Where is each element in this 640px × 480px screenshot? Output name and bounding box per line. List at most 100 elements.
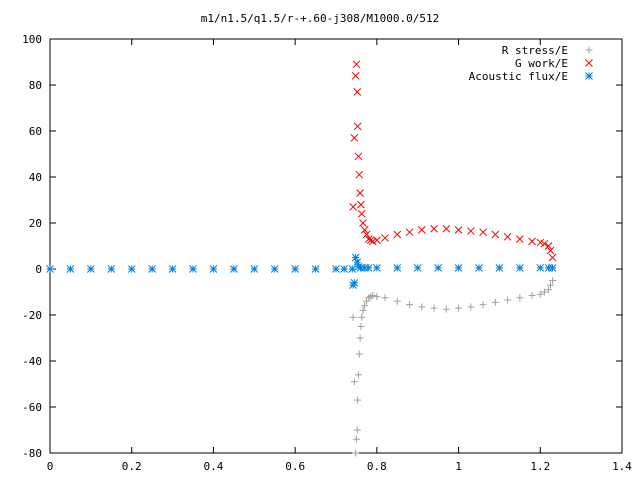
axes: 0 0.2 0.4 0.6 0.8 1 1.2 1.4 100 80 60 40 20 0 -20 -40 -6… [22,33,632,473]
data-point [359,306,367,314]
data-point [442,305,450,313]
data-point [369,291,377,299]
data-point [549,277,557,284]
data-point [516,263,524,272]
marker-stroke [353,88,362,96]
data-point [373,293,381,301]
data-point [479,228,487,237]
marker-stroke [373,236,381,245]
data-point [351,71,360,80]
chart-title: m1/n1.5/q1.5/r-+.60-j308/M1000.0/512 [201,12,439,25]
marker-stroke [364,263,373,272]
marker-stroke [536,263,545,272]
marker-stroke [270,265,279,273]
data-point [546,246,555,255]
data-point [148,265,156,273]
marker-stroke [348,265,357,273]
data-point [357,209,366,218]
y-tick-label: 60 [29,125,42,138]
y-tick-label: 80 [29,79,42,92]
x-tick-label: 1 [455,460,462,473]
data-point [413,263,422,272]
data-point [366,236,375,245]
marker-stroke [479,228,487,237]
marker-stroke [413,263,422,272]
legend-label: Acoustic flux/E [469,70,568,83]
data-point [349,203,358,211]
marker-stroke [546,246,555,255]
data-point [209,265,218,273]
data-point [491,298,499,306]
data-point [340,265,349,273]
marker-stroke [405,228,414,237]
x-tick-label: 1.2 [530,460,550,473]
marker-stroke [353,122,362,131]
marker-stroke [351,253,360,262]
data-point [405,228,414,237]
data-point [357,323,365,330]
marker-stroke [127,265,136,273]
legend-marker [585,72,593,80]
data-point [381,294,389,302]
marker-stroke [250,265,259,273]
data-point [528,291,536,299]
data-point [536,290,544,298]
data-point [311,265,320,273]
data-point [491,230,500,239]
data-point [351,253,360,262]
data-point [350,378,358,386]
data-point [516,294,524,302]
series-group [46,60,557,457]
marker-stroke [356,189,364,197]
marker-stroke [393,263,402,272]
data-point [350,134,359,142]
y-tick-label: 100 [22,33,42,46]
plot-frame [49,38,623,454]
data-point [350,278,359,287]
marker-stroke [466,227,475,235]
marker-stroke [442,224,451,233]
data-point [503,232,512,241]
data-point [107,265,116,273]
y-tick-label: 20 [29,217,42,230]
data-point [544,242,553,250]
data-point [360,226,369,234]
data-point [540,288,548,296]
marker-stroke [434,263,442,272]
data-point [467,303,475,311]
data-point [495,263,504,272]
data-point [504,296,512,304]
data-point [454,263,463,272]
marker-stroke [359,219,367,227]
data-point [352,60,361,69]
series-2 [46,253,557,289]
data-point [355,350,363,358]
marker-stroke [66,265,75,273]
marker-stroke [291,265,299,273]
data-point [127,265,136,273]
data-point [66,265,75,273]
x-tick-label: 0 [47,460,54,473]
marker-stroke [548,263,557,272]
legend-marker [585,46,593,54]
y-tick-label: -80 [22,447,42,460]
x-tick-label: 0.2 [122,460,142,473]
data-point [548,253,557,262]
marker-stroke [548,253,557,262]
series-1 [349,60,557,262]
marker-stroke [495,263,504,272]
marker-stroke [544,242,553,250]
data-point [364,263,373,272]
data-point [250,265,259,273]
data-point [270,265,279,273]
marker-stroke [585,72,593,80]
marker-stroke [354,152,363,161]
marker-stroke [360,226,369,234]
data-point [430,224,438,233]
marker-stroke [540,239,549,248]
legend-label: R stress/E [502,44,568,57]
marker-stroke [585,59,593,67]
marker-stroke [516,263,524,272]
